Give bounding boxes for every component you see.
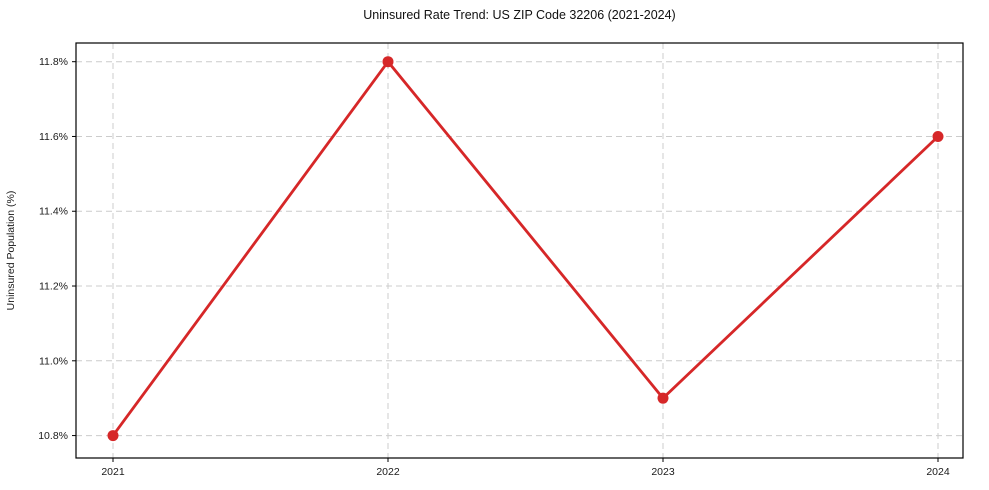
x-tick-label: 2023 — [651, 466, 675, 478]
x-tick-label: 2024 — [926, 466, 950, 478]
plot-border — [75, 42, 964, 459]
data-point-marker — [382, 56, 394, 68]
data-point-marker — [107, 430, 119, 442]
y-tick-label: 11.8% — [39, 56, 68, 68]
x-tick-label: 2021 — [101, 466, 125, 478]
chart-title: Uninsured Rate Trend: US ZIP Code 32206 … — [363, 8, 676, 22]
y-tick-label: 10.8% — [38, 430, 68, 442]
y-tick-label: 11.2% — [39, 281, 68, 293]
trend-line — [111, 60, 940, 437]
y-tick-label: 11.6% — [39, 131, 68, 143]
x-tick-label: 2022 — [376, 466, 400, 478]
y-tick-label: 11.4% — [39, 206, 68, 218]
y-tick-label: 11.0% — [39, 355, 68, 367]
y-axis-label: Uninsured Population (%) — [5, 191, 17, 311]
data-point-marker — [932, 130, 944, 142]
data-point-marker — [657, 392, 669, 404]
